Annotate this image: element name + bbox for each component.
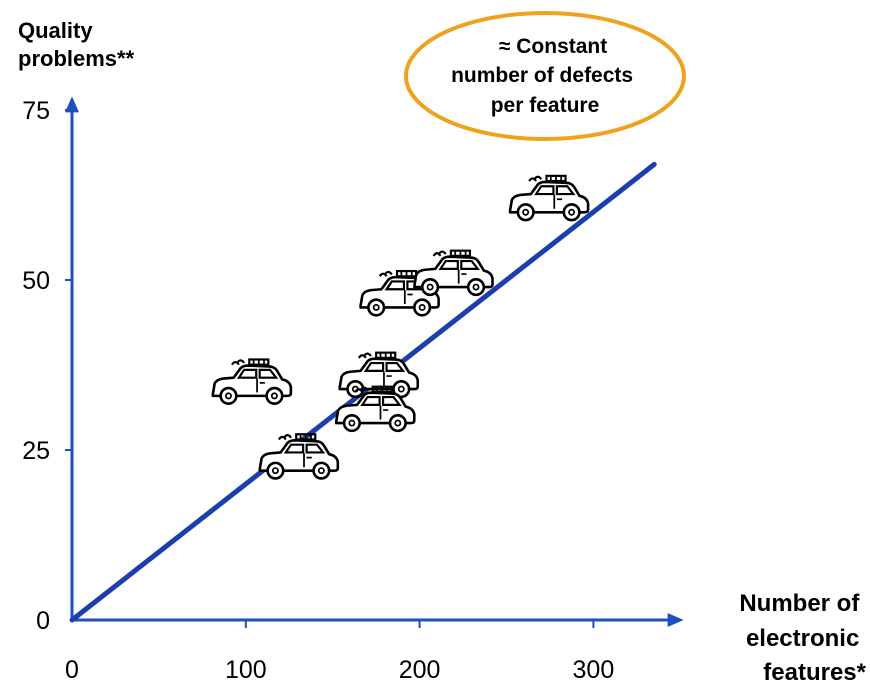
x-axis-title: Number of electronic features*: [739, 590, 866, 686]
annotation-line: number of defects: [451, 64, 633, 87]
data-points: [211, 174, 590, 480]
annotation-callout: ≈ Constant number of defects per feature: [404, 11, 686, 141]
x-axis-title-line: features*: [763, 659, 866, 686]
annotation-text: ≈ Constant number of defects per feature: [451, 35, 639, 117]
annotation-line: ≈ Constant: [499, 35, 607, 58]
car-icon: [508, 174, 590, 222]
x-tick-label: 100: [225, 656, 267, 684]
y-axis-title: Quality problems**: [18, 18, 135, 71]
x-tick-label: 300: [573, 656, 615, 684]
x-tick-label: 0: [65, 656, 79, 684]
car-icon: [413, 249, 494, 297]
y-axis-title-line: problems**: [18, 46, 135, 71]
y-axis-title-line: Quality: [18, 18, 93, 43]
y-tick-label: 50: [22, 267, 50, 295]
y-tick-label: 25: [22, 437, 50, 465]
y-axis-arrowhead: [65, 96, 79, 113]
annotation-ellipse: [404, 11, 686, 141]
y-tick-label: 0: [36, 607, 50, 635]
x-axis-title-line: Number of: [739, 590, 860, 617]
axes: [65, 96, 684, 627]
annotation-line: per feature: [491, 94, 600, 117]
x-tick-label: 200: [399, 656, 441, 684]
x-axis-title-line: electronic: [746, 625, 859, 652]
car-icon: [211, 358, 293, 405]
y-ticks: 0 25 50 75: [22, 97, 72, 635]
y-tick-label: 75: [22, 97, 50, 125]
car-icon: [258, 432, 340, 480]
x-axis-arrowhead: [667, 613, 684, 627]
x-ticks: 0 100 200 300: [65, 620, 614, 684]
